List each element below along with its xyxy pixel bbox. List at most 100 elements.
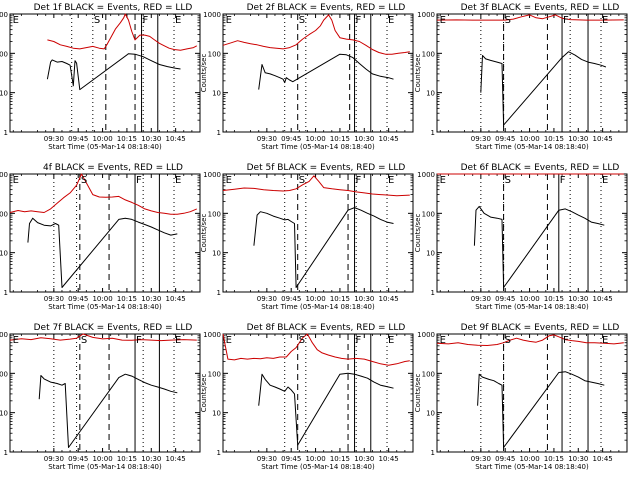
series-lld-line [436, 14, 624, 21]
panel-title: Det 8f BLACK = Events, RED = LLD [247, 323, 406, 333]
x-tick-label: 10:45 [379, 135, 399, 143]
x-axis-label: Start Time (05-Mar-14 08:18:40) [48, 143, 162, 151]
flag-label: E [226, 335, 232, 346]
panel-9: Det 9f BLACK = Events, RED = LLD 1 10 100 10… [414, 323, 628, 471]
panel-2: Det 2f BLACK = Events, RED = LLD 1 10 100 10… [200, 3, 414, 151]
y-tick-label: 1000 [417, 11, 435, 19]
flag-label: F [356, 335, 362, 346]
flag-label: F [563, 15, 569, 26]
flag-label: E [602, 335, 608, 346]
x-tick-label: 10:30 [568, 455, 588, 463]
y-tick-label: 1000 [417, 331, 435, 339]
flag-label: E [440, 335, 446, 346]
series-events-line [46, 53, 181, 91]
x-tick-label: 10:30 [568, 295, 588, 303]
x-tick-label: 10:00 [92, 295, 112, 303]
series-events-line [27, 217, 178, 288]
y-tick-label: 1 [431, 289, 435, 297]
flag-label: E [440, 15, 446, 26]
x-tick-label: 10:00 [92, 135, 112, 143]
y-tick-label: 10 [212, 250, 221, 258]
flag-label: F [563, 335, 569, 346]
flag-label: E [440, 175, 446, 186]
panel-4: 4f BLACK = Events, RED = LLD 1 10 100 1000 09… [0, 163, 201, 311]
y-tick-label: 10 [426, 250, 435, 258]
y-tick-label: 100 [208, 370, 221, 378]
flag-label: E [602, 175, 608, 186]
y-tick-label: 10 [212, 90, 221, 98]
series-events-line [480, 51, 607, 126]
y-axis-label: Counts/sec [414, 374, 422, 413]
x-tick-label: 10:30 [354, 455, 374, 463]
y-tick-label: 1 [431, 449, 435, 457]
x-tick-label: 10:45 [166, 455, 186, 463]
y-tick-label: 10 [0, 410, 8, 418]
flag-label: S [81, 335, 87, 346]
x-axis-label: Start Time (05-Mar-14 08:18:40) [475, 303, 589, 311]
y-tick-label: 10 [0, 90, 8, 98]
plot-frame [222, 333, 414, 453]
plot-frame [436, 173, 628, 293]
x-tick-label: 10:45 [166, 295, 186, 303]
flag-label: S [81, 175, 87, 186]
x-axis-label: Start Time (05-Mar-14 08:18:40) [48, 303, 162, 311]
flag-label: F [356, 175, 362, 186]
flag-label: F [143, 15, 149, 26]
x-axis-label: Start Time (05-Mar-14 08:18:40) [475, 463, 589, 471]
x-tick-label: 10:15 [330, 455, 350, 463]
flag-label: S [299, 335, 305, 346]
x-tick-label: 10:30 [141, 455, 161, 463]
x-tick-label: 10:00 [519, 455, 539, 463]
flag-label: F [560, 175, 566, 186]
x-tick-label: 10:45 [379, 455, 399, 463]
x-tick-label: 09:30 [257, 135, 277, 143]
y-tick-label: 100 [0, 50, 8, 58]
series-lld-line [222, 333, 410, 366]
flag-label: F [356, 15, 362, 26]
panel-title: Det 3f BLACK = Events, RED = LLD [461, 3, 620, 13]
y-tick-label: 10 [426, 90, 435, 98]
panel-title: Det 9f BLACK = Events, RED = LLD [461, 323, 620, 333]
panel-5: Det 5f BLACK = Events, RED = LLD 1 10 100 10… [200, 163, 414, 311]
panel-title: Det 7f BLACK = Events, RED = LLD [34, 323, 193, 333]
x-tick-label: 10:00 [305, 295, 325, 303]
x-tick-label: 09:45 [281, 295, 301, 303]
panel-title: Det 2f BLACK = Events, RED = LLD [247, 3, 406, 13]
y-tick-label: 1000 [203, 11, 221, 19]
x-tick-label: 10:15 [544, 455, 564, 463]
y-tick-label: 100 [422, 370, 435, 378]
x-tick-label: 09:45 [68, 455, 88, 463]
x-tick-label: 10:15 [544, 135, 564, 143]
y-axis-label: Counts/sec [414, 54, 422, 93]
y-tick-label: 100 [208, 210, 221, 218]
series-events-line [477, 371, 605, 448]
x-tick-label: 10:45 [593, 135, 613, 143]
series-events-line [253, 207, 394, 288]
panel-7: Det 7f BLACK = Events, RED = LLD 1 10 100 10… [0, 323, 201, 471]
panel-1: Det 1f BLACK = Events, RED = LLD 1 10 100 10… [0, 3, 201, 151]
flag-label: S [299, 15, 305, 26]
flag-label: E [175, 175, 181, 186]
y-tick-label: 100 [208, 50, 221, 58]
x-tick-label: 10:15 [117, 295, 137, 303]
series-lld-line [222, 14, 410, 55]
x-tick-label: 09:30 [44, 455, 64, 463]
x-axis-label: Start Time (05-Mar-14 08:18:40) [261, 303, 375, 311]
series-lld-line [47, 13, 198, 51]
x-tick-label: 10:30 [354, 135, 374, 143]
flag-label: S [505, 335, 511, 346]
series-lld-line [222, 175, 410, 197]
x-tick-label: 10:30 [354, 295, 374, 303]
x-tick-label: 09:45 [68, 135, 88, 143]
x-tick-label: 10:30 [568, 135, 588, 143]
flag-label: S [299, 175, 305, 186]
y-tick-label: 100 [0, 370, 8, 378]
y-tick-label: 10 [0, 250, 8, 258]
y-tick-label: 1 [217, 129, 221, 137]
x-tick-label: 10:00 [92, 455, 112, 463]
flag-label: E [388, 335, 394, 346]
x-tick-label: 09:30 [471, 295, 491, 303]
x-tick-label: 09:45 [281, 455, 301, 463]
x-tick-label: 10:45 [593, 455, 613, 463]
y-tick-label: 1000 [0, 171, 8, 179]
